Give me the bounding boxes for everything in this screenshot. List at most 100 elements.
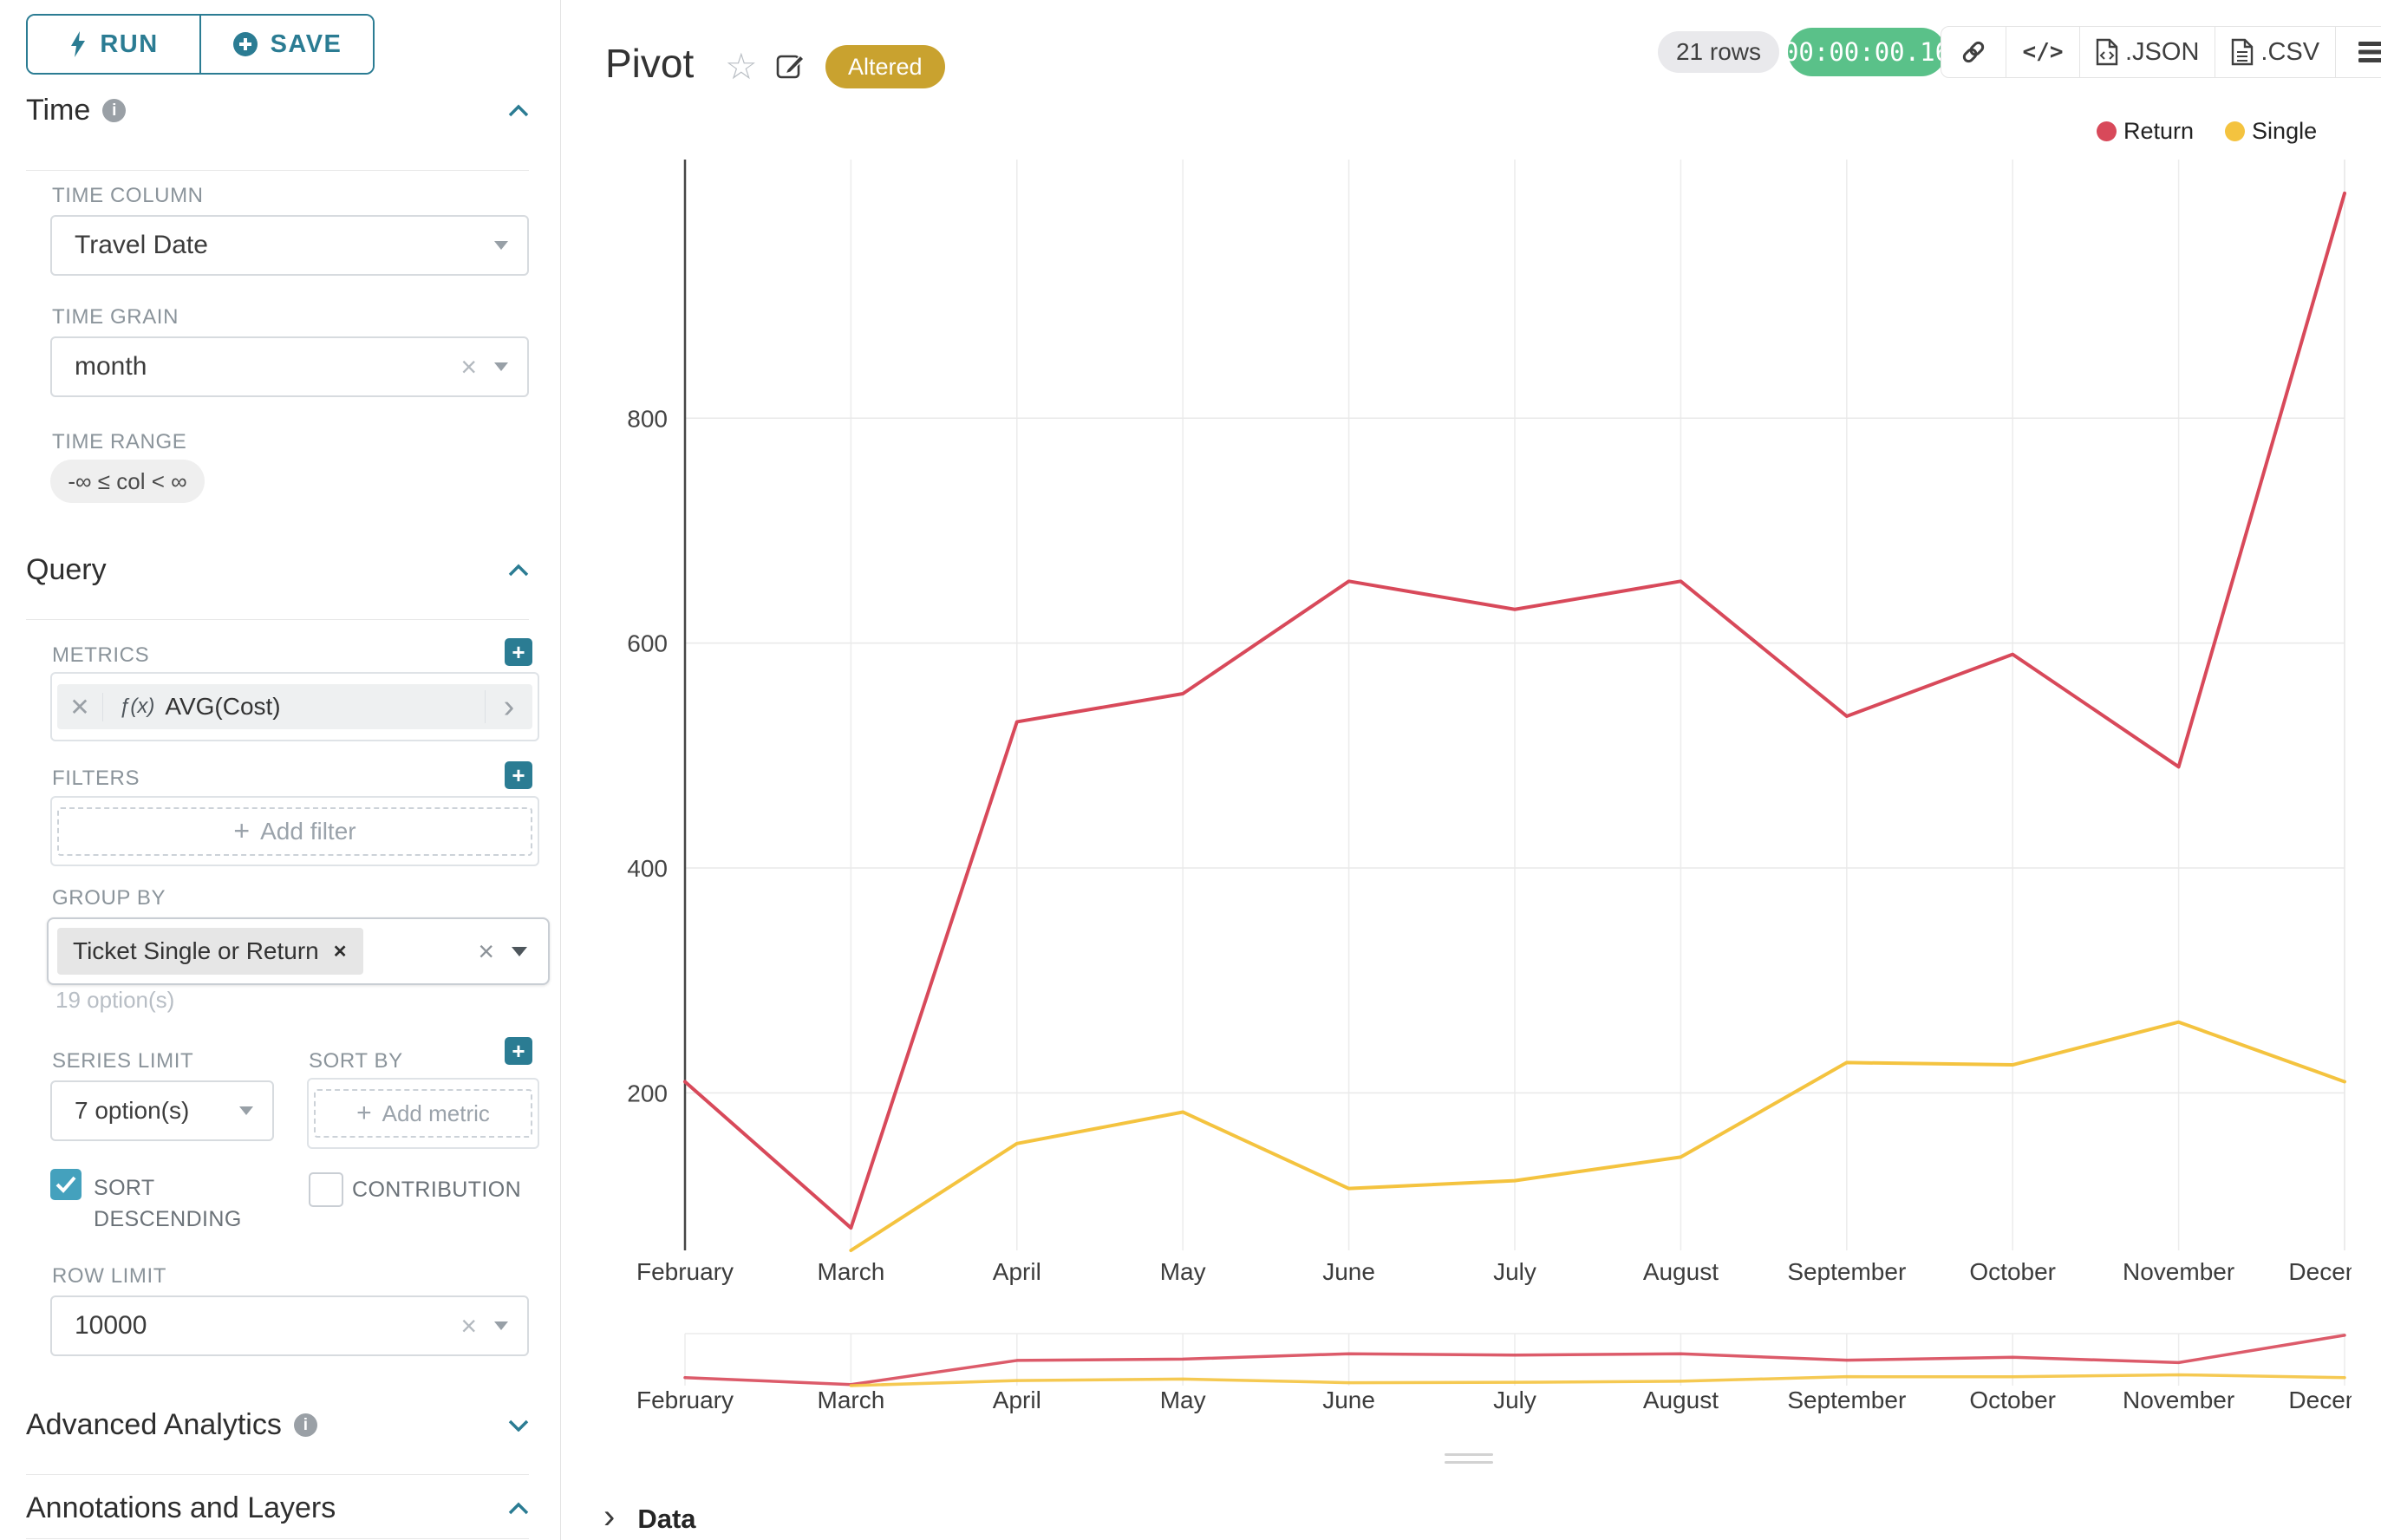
save-button[interactable]: SAVE	[201, 16, 373, 73]
chevron-down-icon	[508, 1419, 529, 1432]
mini-x-axis-label: December	[2288, 1387, 2352, 1413]
caret-down-icon[interactable]	[494, 362, 508, 371]
mini-x-axis-label: March	[818, 1387, 885, 1413]
caret-down-icon[interactable]	[494, 241, 508, 250]
x-axis-label: February	[636, 1258, 734, 1285]
caret-down-icon[interactable]	[494, 1321, 508, 1330]
metric-pill[interactable]: ✕ ƒ(x) AVG(Cost) ›	[57, 684, 532, 729]
sort-by-control: + Add metric	[307, 1078, 539, 1149]
add-sort-metric-plus-button[interactable]: +	[505, 1037, 532, 1065]
time-grain-select[interactable]: month ×	[50, 336, 529, 397]
json-file-icon	[2096, 38, 2118, 66]
add-filter-plus-button[interactable]: +	[505, 761, 532, 789]
time-column-label: TIME COLUMN	[52, 184, 204, 207]
metrics-label: METRICS	[52, 643, 150, 667]
query-section-header: Query	[26, 553, 529, 587]
clear-icon[interactable]: ×	[460, 351, 477, 382]
favorite-star-icon[interactable]: ☆	[725, 46, 758, 87]
lightning-bolt-icon	[71, 31, 86, 57]
add-metric-plus-button[interactable]: +	[505, 638, 532, 666]
remove-tag-icon[interactable]: ✕	[332, 942, 348, 962]
plus-icon: +	[233, 815, 251, 846]
resize-drag-handle[interactable]	[1445, 1453, 1493, 1467]
series-limit-value: 7 option(s)	[75, 1097, 190, 1124]
edit-title-icon[interactable]	[775, 50, 806, 86]
time-section-title: Time	[26, 94, 91, 127]
export-csv-button[interactable]: .CSV	[2215, 27, 2337, 77]
annotations-title: Annotations and Layers	[26, 1491, 336, 1524]
time-range-pill[interactable]: -∞ ≤ col < ∞	[50, 460, 205, 503]
advanced-analytics-title: Advanced Analytics	[26, 1408, 282, 1441]
clear-icon[interactable]: ×	[478, 936, 494, 967]
group-by-options-hint: 19 option(s)	[55, 987, 175, 1013]
legend-label-return: Return	[2123, 118, 2195, 144]
panel-divider	[560, 0, 561, 1540]
row-limit-label: ROW LIMIT	[52, 1264, 167, 1288]
collapse-time-section[interactable]	[508, 104, 529, 117]
add-filter-dropzone[interactable]: + Add filter	[57, 806, 532, 856]
sort-descending-label: SORT DESCENDING	[94, 1176, 242, 1232]
caret-down-icon[interactable]	[239, 1106, 253, 1115]
run-save-button-group: RUN SAVE	[26, 14, 375, 75]
group-by-tag[interactable]: Ticket Single or Return ✕	[57, 928, 363, 975]
chevron-up-icon	[508, 564, 529, 577]
collapse-query-section[interactable]	[508, 564, 529, 577]
mini-series-line-return	[683, 1334, 2346, 1387]
chart-legend: Return Single	[2097, 118, 2317, 145]
export-json-button[interactable]: .JSON	[2080, 27, 2216, 77]
more-options-button[interactable]	[2336, 27, 2381, 77]
row-limit-select[interactable]: 10000 ×	[50, 1295, 529, 1356]
mini-x-axis-label: June	[1322, 1387, 1375, 1413]
y-axis-tick-label: 200	[627, 1080, 668, 1106]
altered-badge[interactable]: Altered	[825, 45, 945, 88]
metric-value: AVG(Cost)	[165, 693, 281, 720]
y-axis-tick-label: 600	[627, 630, 668, 657]
legend-item-single[interactable]: Single	[2225, 118, 2317, 145]
series-line-single[interactable]	[849, 1020, 2346, 1252]
mini-x-axis-label: November	[2123, 1387, 2234, 1413]
export-json-label: .JSON	[2125, 37, 2200, 66]
group-by-select[interactable]: Ticket Single or Return ✕ ×	[47, 917, 550, 985]
chevron-up-icon	[508, 1502, 529, 1515]
sort-by-label: SORT BY	[309, 1049, 403, 1073]
contribution-checkbox[interactable]	[309, 1172, 343, 1207]
series-line-return[interactable]	[683, 191, 2346, 1230]
time-column-value: Travel Date	[75, 231, 208, 259]
expand-advanced-analytics[interactable]	[508, 1419, 529, 1432]
check-icon	[55, 1176, 76, 1193]
copy-link-button[interactable]	[1941, 27, 2006, 77]
sort-descending-checkbox[interactable]	[50, 1169, 82, 1200]
divider	[26, 170, 529, 171]
info-icon: i	[102, 99, 127, 122]
series-limit-select[interactable]: 7 option(s)	[50, 1080, 274, 1141]
collapse-annotations[interactable]	[508, 1502, 529, 1515]
run-button[interactable]: RUN	[28, 16, 201, 73]
remove-metric-icon[interactable]: ✕	[57, 692, 103, 721]
query-timer-badge: 00:00:00.16	[1784, 28, 1950, 76]
query-section-title: Query	[26, 553, 107, 586]
divider	[26, 619, 529, 620]
caret-down-icon[interactable]	[512, 946, 527, 956]
y-axis-tick-label: 800	[627, 405, 668, 432]
metric-control: ✕ ƒ(x) AVG(Cost) ›	[50, 672, 539, 741]
time-column-select[interactable]: Travel Date	[50, 215, 529, 276]
legend-item-return[interactable]: Return	[2097, 118, 2194, 145]
legend-dot-single	[2225, 121, 2246, 141]
annotations-header: Annotations and Layers	[26, 1491, 529, 1525]
expand-metric-icon[interactable]: ›	[485, 690, 532, 723]
time-grain-value: month	[75, 352, 147, 381]
line-chart-canvas[interactable]: February February March March April April May M…	[569, 87, 2352, 1439]
clear-icon[interactable]: ×	[460, 1310, 477, 1341]
mini-x-axis-label: September	[1787, 1387, 1906, 1413]
divider	[26, 1474, 529, 1475]
view-query-button[interactable]: </>	[2006, 27, 2080, 77]
add-sort-metric-dropzone[interactable]: + Add metric	[314, 1089, 532, 1138]
chevron-up-icon	[508, 104, 529, 117]
mini-x-axis-label: April	[993, 1387, 1041, 1413]
code-icon: </>	[2022, 39, 2064, 65]
data-panel-expander[interactable]: › Data	[603, 1499, 696, 1537]
group-by-tag-label: Ticket Single or Return	[73, 937, 319, 964]
row-count-badge: 21 rows	[1658, 31, 1779, 73]
group-by-label: GROUP BY	[52, 886, 166, 910]
